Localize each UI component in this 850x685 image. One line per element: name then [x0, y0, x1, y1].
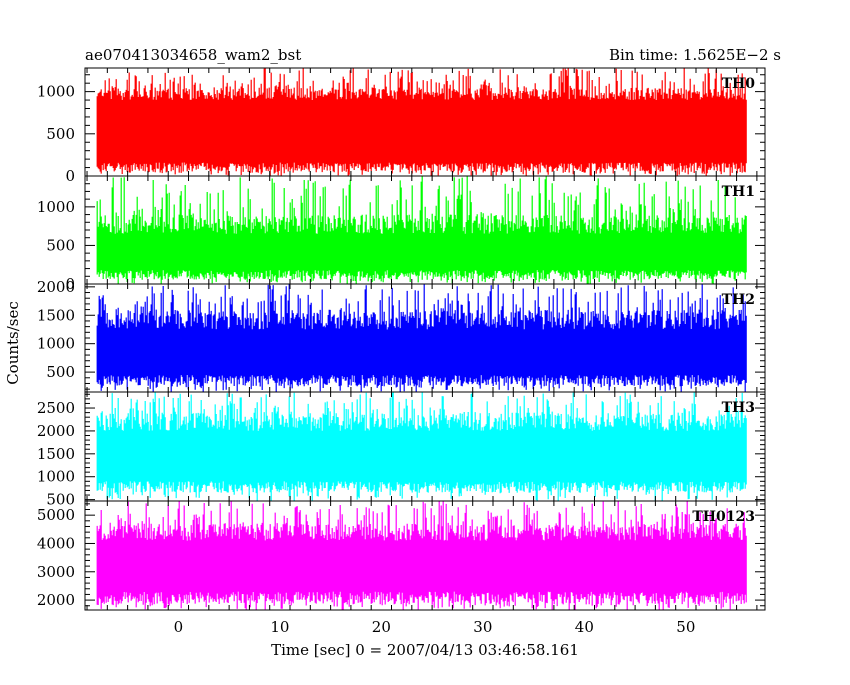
- y-tick-label: 2000: [37, 278, 75, 296]
- y-tick-label: 1000: [37, 83, 75, 101]
- y-tick-label: 500: [46, 236, 75, 254]
- x-axis-label: Time [sec] 0 = 2007/04/13 03:46:58.161: [271, 641, 579, 659]
- y-tick-label: 4000: [37, 534, 75, 552]
- chart-title: ae070413034658_wam2_bst: [85, 46, 301, 64]
- panel-th0: 0 500 1000 TH0: [37, 67, 766, 185]
- y-tick-label: 500: [46, 125, 75, 143]
- y-tick-label: 2500: [37, 399, 75, 417]
- series-th0: [96, 68, 747, 176]
- panel-frame: [84, 500, 766, 611]
- y-tick-label: 0: [65, 167, 75, 185]
- panel-th0123: 2000 3000 4000 5000 TH0123: [37, 500, 766, 611]
- y-tick-label: 0: [65, 275, 75, 293]
- y-tick-label: 2000: [37, 591, 75, 609]
- panels-group: 0 500 1000 TH0 0 500 1000 TH1 500 1000 1500 2000 TH2…: [37, 67, 766, 611]
- y-tick-label: 2000: [37, 422, 75, 440]
- y-tick-label: 1500: [37, 445, 75, 463]
- series-th1: [96, 176, 747, 284]
- x-tick-label: 20: [372, 618, 391, 636]
- series-th2: [96, 284, 747, 392]
- panel-label-th3: TH3: [722, 400, 755, 416]
- bin-time-label: Bin time: 1.5625E−2 s: [609, 46, 781, 64]
- x-tick-label: 10: [270, 618, 289, 636]
- series-th3: [96, 392, 747, 501]
- x-tick-label: 50: [676, 618, 695, 636]
- x-axis: 0 10 20 30 40 50: [174, 618, 696, 636]
- panel-label-th0123: TH0123: [692, 509, 755, 525]
- panel-th3: 500 1000 1500 2000 2500 TH3: [37, 391, 766, 509]
- y-tick-label: 3000: [37, 563, 75, 581]
- y-tick-label: 500: [46, 363, 75, 381]
- panel-th1: 0 500 1000 TH1: [37, 175, 766, 293]
- panel-label-th0: TH0: [722, 76, 756, 92]
- panel-label-th1: TH1: [722, 184, 755, 200]
- y-tick-label: 500: [46, 491, 75, 509]
- x-tick-label: 40: [575, 618, 594, 636]
- x-tick-label: 0: [174, 618, 184, 636]
- x-tick-label: 30: [473, 618, 492, 636]
- y-axis-label: Counts/sec: [4, 301, 22, 385]
- y-tick-label: 5000: [37, 506, 75, 524]
- y-tick-label: 1000: [37, 198, 75, 216]
- y-tick-label: 1000: [37, 335, 75, 353]
- series-th0123: [96, 501, 747, 610]
- panel-label-th2: TH2: [722, 292, 755, 308]
- panel-th2: 500 1000 1500 2000 TH2: [37, 278, 766, 393]
- y-tick-label: 1500: [37, 306, 75, 324]
- y-tick-label: 1000: [37, 468, 75, 486]
